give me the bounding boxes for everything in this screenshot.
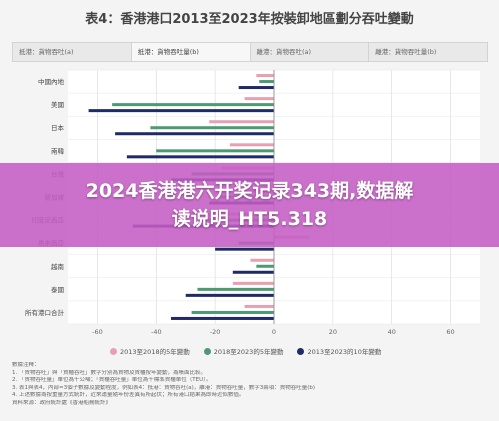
x-tick-label: -60 [92,328,103,336]
x-tick-label: -40 [151,328,162,336]
legend-label-2013-2018: 2013至2018的5年變動 [120,348,190,356]
tab-arrival-cargo-volume[interactable]: 抵港：貨物吞吐量(b) [131,43,251,61]
category-label: 南韓 [51,146,65,155]
bar [197,287,274,291]
x-tick-label: 60 [446,328,454,336]
bar [215,247,274,251]
bar [256,264,274,268]
legend-label-2013-2023: 2013至2023的10年變動 [307,348,382,356]
category-label: 所有港口合計 [25,308,65,317]
category-label: 美國 [51,100,64,109]
note-line: 1. 「貨物吞吐」與「貨櫃吞吐」數字分別為貨物及貨櫃按年變動，為賬面比較。 [12,369,206,376]
x-tick-label: -20 [210,328,221,336]
tab-departure-cargo-volume[interactable]: 離港：貨物吞吐量(b) [375,48,437,56]
chart-legend: 2013至2018的5年變動 2018至2023的5年變動 2013至2023的… [110,346,381,356]
legend-item-2018-2023[interactable]: 2018至2023的5年變動 [203,346,284,356]
x-tick-label: 20 [329,328,337,336]
bar [171,316,274,320]
bar [191,310,274,314]
legend-swatch-2013-2018 [110,347,117,355]
bar [244,97,274,101]
x-tick-label: 0 [272,328,276,336]
bar [256,74,274,78]
bar [150,126,274,130]
note-line: 2. 「貨物吞吐量」單位為千公噸；「貨櫃吞吐量」單位為千標準貨櫃單位（TEU）。 [12,377,212,384]
bar [115,132,274,136]
chart-title: 表4：香港港口2013至2023年按裝卸地區劃分吞吐變動 [85,12,414,27]
x-tick-label: 40 [388,328,396,336]
legend-item-2013-2018[interactable]: 2013至2018的5年變動 [110,346,190,356]
bar [259,80,274,84]
notes-source: 資料來源：政府統計處《香港船務統計》 [12,399,112,406]
category-label: 中國內地 [38,77,65,86]
bar [244,304,274,308]
headline-banner: 2024香港港六开奖记录343期,数据解 读说明_HT5.318 [0,163,499,247]
legend-swatch-2013-2023 [297,347,305,355]
bar [88,109,274,113]
tab-bar: 抵港：貨物吞吐(a) 抵港：貨物吞吐量(b) 離港：貨物吞吐(a) 離港：貨物吞… [12,42,488,62]
note-line: 4. 上述數據為按重量方式統計，近來運量隨年份差異有所起伏；所有港口結果為即時近… [12,392,245,399]
note-line: 3. 表1與表4，內部=3個子數據及變動程度，例如表4：抵港：貨物吞吐(a)，離… [12,384,316,391]
legend-item-2013-2023[interactable]: 2013至2023的10年變動 [297,346,381,356]
bar [238,86,274,90]
bar [209,120,274,124]
banner-headline-line2: 读说明_HT5.318 [171,208,328,230]
bar [229,143,274,147]
tab-arrival-cargo[interactable]: 抵港：貨物吞吐(a) [13,43,132,61]
notes-heading: 數據注釋： [12,362,40,368]
category-label: 泰國 [51,285,64,294]
category-label: 越南 [51,262,65,271]
bar [232,270,274,274]
legend-swatch-2018-2023 [203,347,211,355]
tab-departure-cargo[interactable]: 離港：貨物吞吐(a) [251,43,370,61]
bar [156,149,274,153]
category-label: 日本 [51,123,65,132]
banner-headline-line1: 2024香港港六开奖记录343期,数据解 [85,180,414,202]
bar [126,155,274,159]
bar [112,103,275,107]
bar [232,281,274,285]
bar [185,293,274,297]
legend-label-2018-2023: 2018至2023的5年變動 [213,348,284,356]
data-notes: 數據注釋： 1. 「貨物吞吐」與「貨櫃吞吐」數字分別為貨物及貨櫃按年變動，為賬面… [12,362,482,408]
bar [250,258,274,262]
